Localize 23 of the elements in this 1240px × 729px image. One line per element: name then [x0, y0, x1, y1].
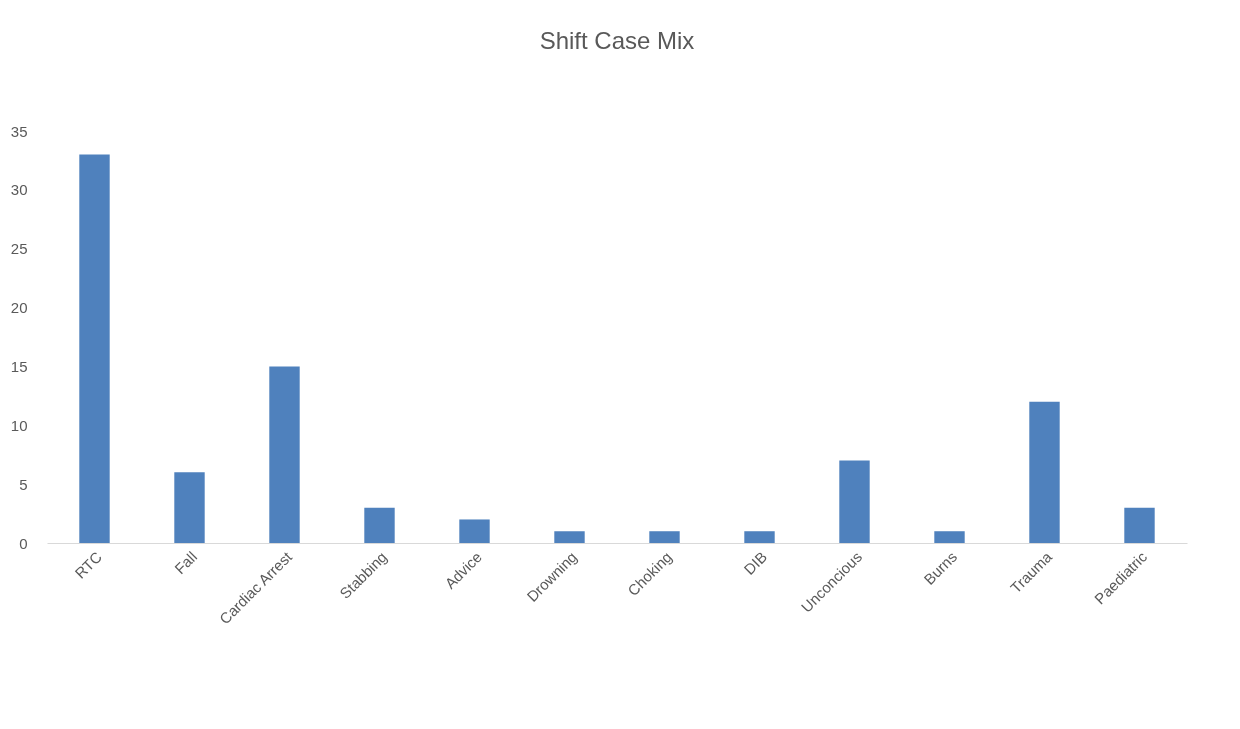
bar — [839, 460, 870, 543]
y-tick-label: 15 — [10, 357, 28, 375]
bar — [269, 366, 300, 543]
bar — [79, 154, 110, 543]
bar — [744, 531, 775, 543]
y-tick-label: 0 — [19, 534, 28, 552]
bar — [649, 531, 680, 543]
y-tick-label: 30 — [10, 181, 28, 199]
bar — [1124, 507, 1155, 543]
bar — [1029, 401, 1060, 543]
y-tick-label: 35 — [10, 122, 28, 140]
bar — [459, 519, 490, 543]
y-tick-label: 10 — [10, 416, 28, 434]
bar — [364, 507, 395, 543]
bar — [174, 472, 205, 543]
x-tick-label: DIB — [740, 548, 771, 578]
y-tick-label: 20 — [10, 299, 28, 317]
y-tick-label: 25 — [10, 240, 28, 258]
y-tick-label: 5 — [19, 475, 28, 493]
x-tick-label: Fall — [170, 548, 201, 578]
bar — [554, 531, 585, 543]
bar — [934, 531, 965, 543]
chart-title: Shift Case Mix — [539, 27, 695, 54]
